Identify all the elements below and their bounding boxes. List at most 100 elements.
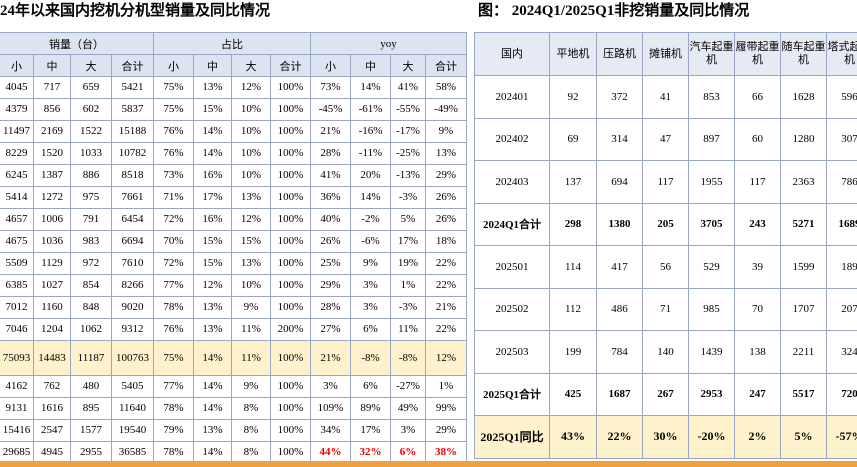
cell: 7661 [111,186,154,209]
cell: 11% [231,340,271,376]
cell: 2025Q1合计 [474,372,550,416]
cell: 5517 [780,372,827,416]
cell: -8% [390,340,426,376]
cell: 1062 [70,318,112,341]
cell: 89% [350,397,391,420]
cell: 425 [549,372,597,416]
cell: 4045 [0,76,34,99]
group-header: 占比 [153,32,311,55]
column-header: 随车起重机 [780,32,827,76]
data-row: 202503 199 784 140 1439 138 2211 324 [474,330,857,374]
cell: 202502 [474,287,550,331]
cell: 9% [350,252,391,275]
cell: 19% [390,252,426,275]
cell: -57% [826,415,857,459]
column-header: 汽车起重机 [688,32,735,76]
sub-header: 合计 [425,54,467,77]
cell: 11187 [70,340,112,376]
cell: -20% [688,415,735,459]
cell: 3705 [688,202,735,246]
cell: 22% [596,415,643,459]
cell: 100% [270,340,311,376]
cell: 14% [193,397,232,420]
cell: 1439 [688,330,735,374]
cell: 14483 [33,340,71,376]
cell: 16% [193,164,232,187]
group-header: 销量（台） [0,32,154,55]
cell: 3% [350,274,391,297]
cell: 14% [350,76,391,99]
cell: 14% [193,375,232,398]
cell: -2% [350,208,391,231]
cell: 372 [596,75,643,119]
cell: 6694 [111,230,154,253]
cell: 76% [153,120,194,143]
cell: 72% [153,208,194,231]
cell: 28% [310,296,351,319]
column-header: 塔式起重机 [826,32,857,76]
cell: 21% [310,340,351,376]
cell: 2953 [688,372,735,416]
cell: 73% [310,76,351,99]
cell: 417 [596,245,643,289]
cell: 8266 [111,274,154,297]
data-row: 2024Q1合计2981380205370524352711689 [474,202,857,246]
cell: 5414 [0,186,34,209]
cell: 11% [231,318,271,341]
cell: 1160 [33,296,71,319]
cell: 529 [688,245,735,289]
cell: -16% [350,120,391,143]
cell: 11640 [111,397,154,420]
cell: 205 [642,202,689,246]
cell: 100% [270,76,311,99]
cell: 7610 [111,252,154,275]
cell: 1% [425,375,467,398]
cell: 18% [425,230,467,253]
column-header: 压路机 [596,32,643,76]
cell: 6385 [0,274,34,297]
cell: 13% [193,318,232,341]
cell: 72% [153,252,194,275]
sub-header: 合计 [270,54,311,77]
cell: 25% [310,252,351,275]
cell: 2025Q1同比 [474,415,550,459]
cell: 12% [425,340,467,376]
cell: 10% [231,274,271,297]
cell: 26% [425,208,467,231]
cell: 29% [310,274,351,297]
cell: 11497 [0,120,34,143]
cell: 22% [425,252,467,275]
left-title: 24年以来国内挖机分机型销量及同比情况 [0,3,271,19]
column-header: 履带起重机 [734,32,781,76]
cell: 8% [231,419,271,442]
cell: 66 [734,75,781,119]
cell: 1280 [780,117,827,161]
cell: 314 [596,117,643,161]
cell: 202503 [474,330,550,374]
cell: 972 [70,252,112,275]
cell: 1520 [33,142,71,165]
cell: 207 [826,287,857,331]
cell: 6245 [0,164,34,187]
cell: 848 [70,296,112,319]
cell: 14% [193,340,232,376]
data-row: 7012 1160 848 9020 78% 13% 9% 100% 28% 3% -3% 21% [0,296,467,319]
cell: 49% [390,397,426,420]
cell: 5421 [111,76,154,99]
sub-header: 大 [390,54,426,77]
cell: 5% [780,415,827,459]
cell: 14% [193,142,232,165]
cell: 243 [734,202,781,246]
data-row: 4675 1036 983 6694 70% 15% 15% 100% 26% -6% 17% 18% [0,230,467,253]
cell: 13% [231,186,271,209]
cell: 694 [596,160,643,204]
cell: 720 [826,372,857,416]
cell: 983 [70,230,112,253]
cell: 9% [231,296,271,319]
cell: 39 [734,245,781,289]
cell: 2169 [33,120,71,143]
cell: 854 [70,274,112,297]
cell: 9020 [111,296,154,319]
cell: 2024Q1合计 [474,202,550,246]
cell: 2547 [33,419,71,442]
